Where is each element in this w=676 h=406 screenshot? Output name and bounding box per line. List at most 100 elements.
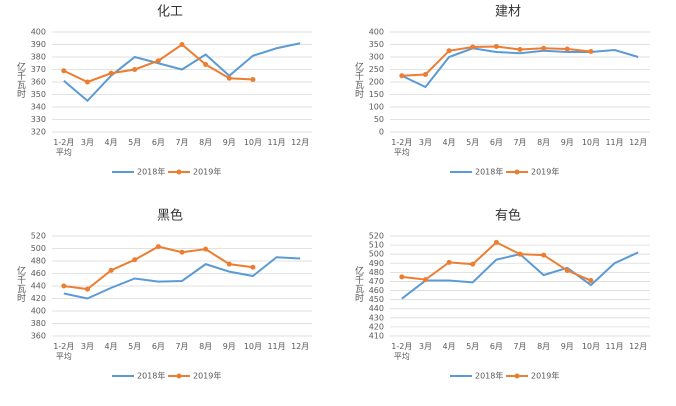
panel: 有色 410 420 430 440 450 460 470 480 490 500 510 520 20… — [338, 204, 676, 404]
x-tick-label: 8月 — [537, 342, 551, 351]
y-tick-label: 480 — [31, 257, 46, 266]
x-tick-label: 12月 — [629, 342, 648, 351]
y-axis-label: 亿千瓦时 — [15, 62, 25, 98]
x-tick-label: 8月 — [199, 138, 213, 147]
point — [203, 62, 209, 67]
y-tick-label: 400 — [369, 28, 384, 37]
chart: 化工 320 330 340 350 360 370 380 390 400 2018年 2019年 — [31, 5, 312, 177]
point — [588, 49, 594, 54]
x-tick-label: 5月 — [128, 342, 142, 351]
point — [84, 286, 90, 292]
chart-title: 有色 — [495, 208, 521, 224]
y-tick-label: 450 — [369, 295, 384, 304]
x-tick-label: 9月 — [222, 342, 236, 351]
y-tick-label: 360 — [31, 78, 46, 87]
x-tick-label: 11月 — [267, 342, 286, 351]
point — [541, 45, 547, 51]
y-tick-label: 50 — [374, 115, 384, 124]
point — [84, 79, 90, 85]
y-tick-label: 300 — [369, 53, 384, 62]
legend-label: 2018年 — [475, 167, 503, 177]
y-tick-label: 510 — [369, 241, 384, 250]
legend-label: 2019年 — [193, 371, 221, 381]
x-tick-label: 5月 — [466, 138, 480, 147]
y-axis-label: 亿千瓦时 — [353, 62, 363, 98]
point — [132, 257, 138, 263]
chart: 黑色 360 380 400 420 440 460 480 500 520 2018年 2019年 — [31, 208, 312, 381]
y-tick-label: 0 — [379, 128, 384, 137]
point — [226, 75, 232, 81]
panel: 黑色 360 380 400 420 440 460 480 500 520 2018年 2019年 亿… — [0, 204, 338, 404]
y-tick-label: 400 — [31, 307, 46, 316]
series-line — [401, 241, 592, 282]
y-tick-label: 360 — [31, 332, 46, 341]
y-tick-label: 400 — [31, 28, 46, 37]
y-tick-label: 350 — [31, 90, 46, 99]
point — [564, 268, 570, 274]
point — [108, 70, 114, 76]
x-tick-label: 1-2月平均 — [53, 138, 75, 157]
point — [493, 44, 499, 49]
legend-marker — [514, 373, 520, 379]
y-tick-label: 250 — [369, 65, 384, 74]
legend-label: 2018年 — [137, 371, 165, 381]
x-tick-label: 6月 — [151, 342, 165, 351]
x-tick-label: 9月 — [560, 138, 574, 147]
point — [108, 267, 114, 273]
x-tick-label: 9月 — [222, 138, 236, 147]
y-tick-label: 500 — [369, 250, 384, 259]
x-tick-label: 4月 — [442, 342, 456, 351]
point — [179, 42, 185, 47]
x-tick-label: 10月 — [243, 342, 262, 351]
point — [155, 244, 161, 250]
y-tick-label: 200 — [369, 78, 384, 87]
series-line — [63, 42, 301, 103]
y-tick-label: 380 — [31, 53, 46, 62]
point — [226, 261, 232, 267]
y-tick-label: 440 — [369, 304, 384, 313]
legend-label: 2018年 — [137, 167, 165, 177]
x-tick-label: 12月 — [291, 342, 310, 351]
legend-label: 2019年 — [531, 167, 559, 177]
point — [155, 58, 161, 64]
legend-label: 2018年 — [475, 371, 503, 381]
x-tick-label: 8月 — [537, 138, 551, 147]
y-tick-label: 460 — [31, 269, 46, 278]
point — [446, 259, 452, 265]
series-line — [63, 256, 301, 300]
series-line — [401, 47, 639, 89]
x-tick-label: 1-2月平均 — [391, 138, 413, 157]
y-axis-label: 亿千瓦时 — [353, 266, 363, 302]
x-tick-label: 10月 — [581, 138, 600, 147]
point — [203, 246, 209, 252]
x-tick-label: 6月 — [151, 138, 165, 147]
point — [399, 73, 405, 79]
y-tick-label: 460 — [369, 286, 384, 295]
x-tick-label: 11月 — [605, 342, 624, 351]
y-tick-label: 480 — [369, 268, 384, 277]
y-tick-label: 150 — [369, 90, 384, 99]
chart-title: 黑色 — [157, 208, 183, 224]
x-tick-label: 7月 — [513, 342, 527, 351]
y-tick-label: 490 — [369, 259, 384, 268]
point — [541, 252, 547, 258]
x-tick-label: 12月 — [291, 138, 310, 147]
legend-marker — [176, 373, 182, 379]
point — [179, 249, 185, 255]
x-tick-label: 10月 — [243, 138, 262, 147]
x-tick-label: 5月 — [128, 138, 142, 147]
point — [250, 77, 256, 82]
x-tick-label: 4月 — [104, 342, 118, 351]
x-tick-label: 6月 — [489, 342, 503, 351]
legend-label: 2019年 — [193, 167, 221, 177]
point — [399, 274, 405, 280]
series-line — [63, 245, 254, 291]
y-tick-label: 350 — [369, 40, 384, 49]
point — [250, 264, 256, 270]
chart-title: 化工 — [157, 5, 183, 20]
x-tick-label: 9月 — [560, 342, 574, 351]
x-tick-label: 3月 — [80, 138, 94, 147]
x-tick-label: 3月 — [418, 138, 432, 147]
